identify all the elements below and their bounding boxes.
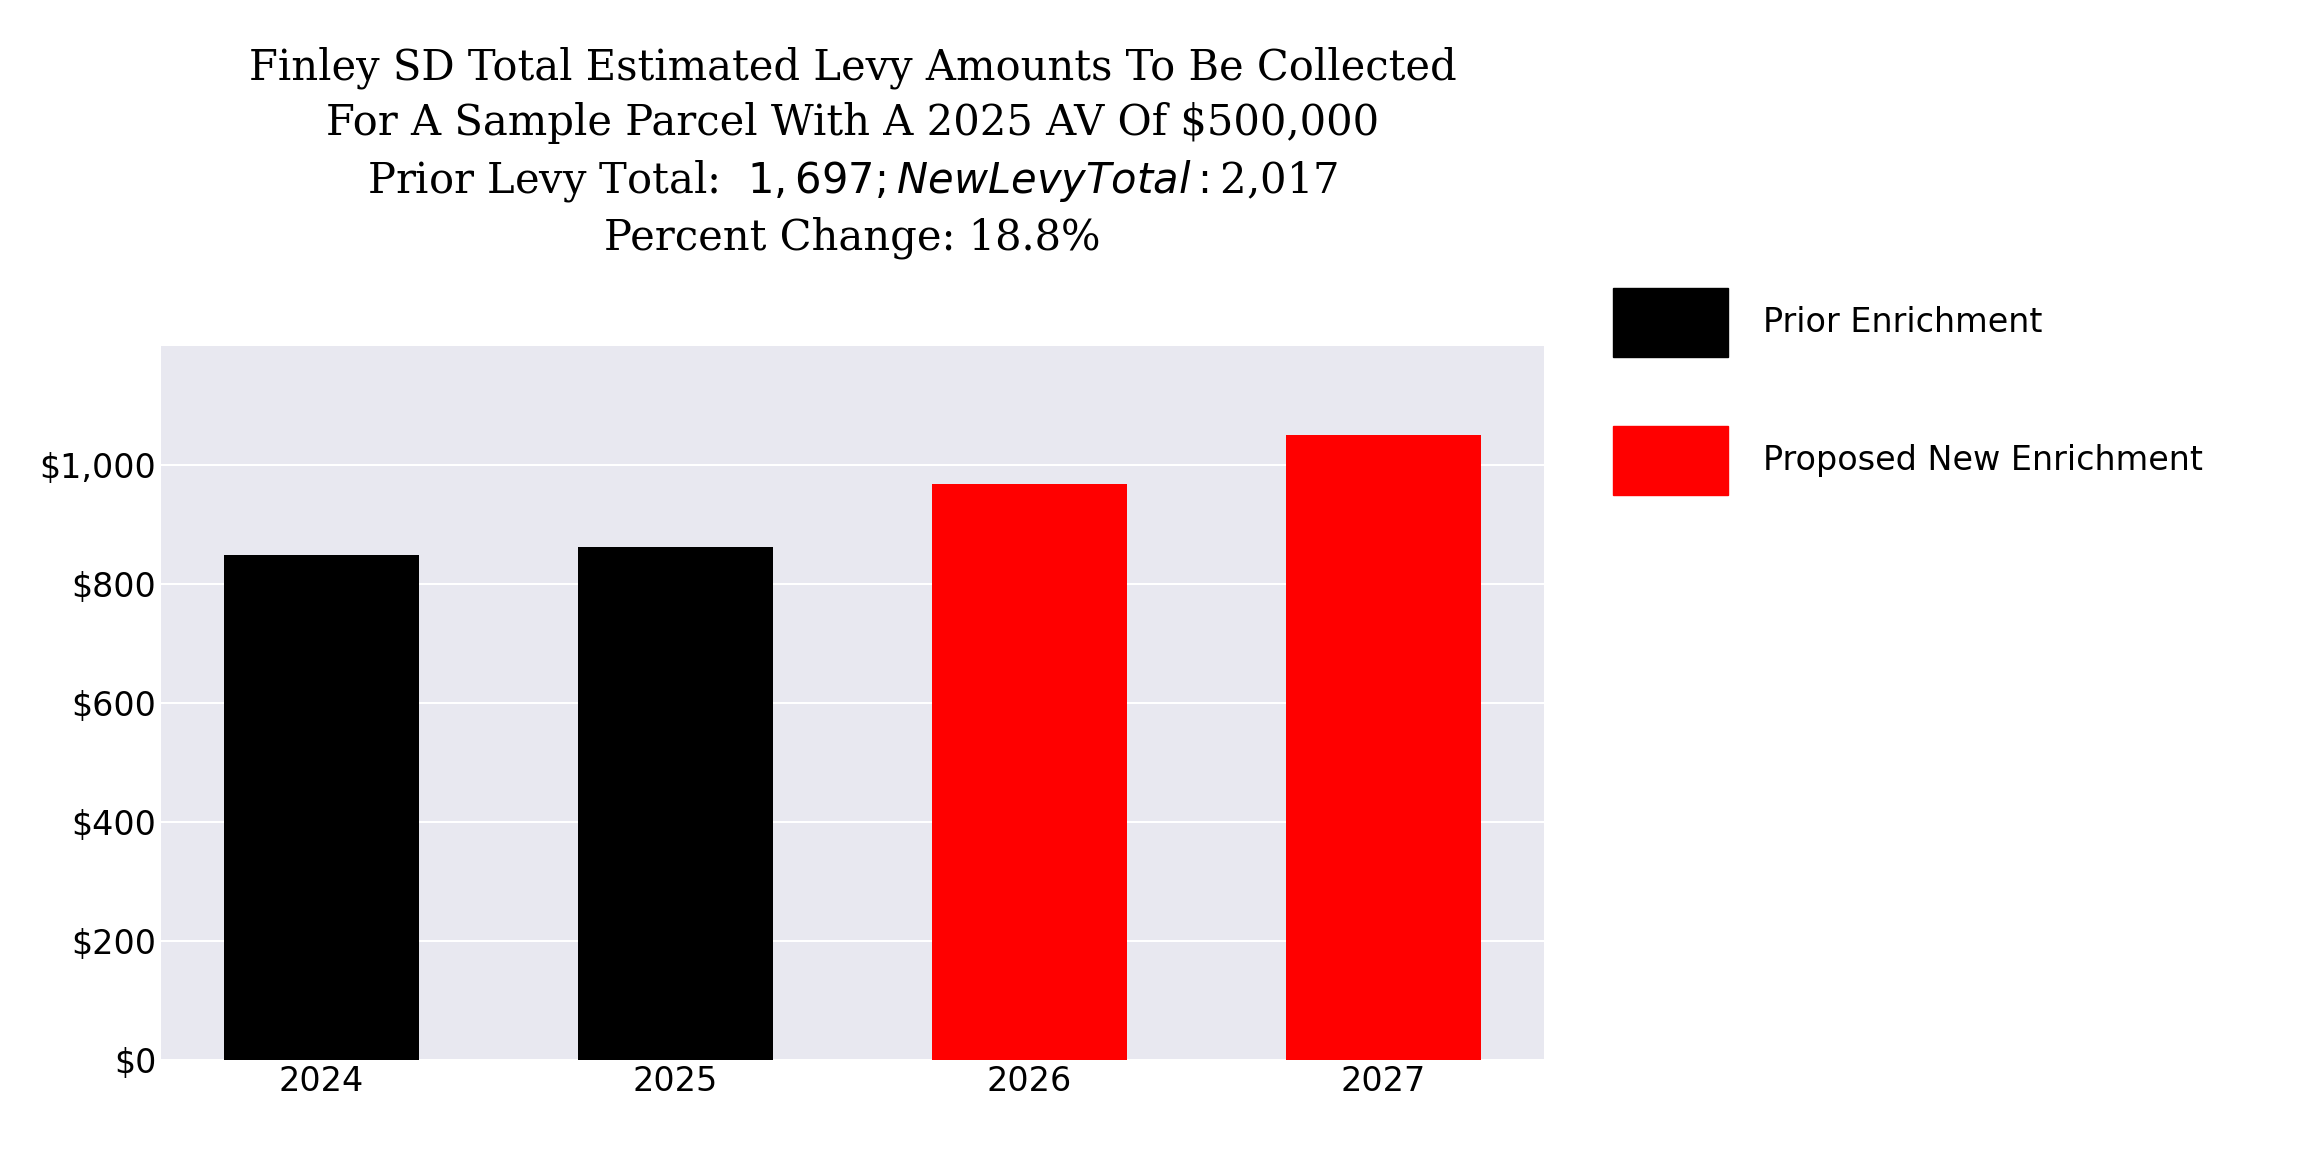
Text: Proposed New Enrichment: Proposed New Enrichment <box>1763 445 2203 477</box>
Bar <box>223 555 419 1060</box>
Text: Prior Enrichment: Prior Enrichment <box>1763 306 2041 339</box>
Text: Finley SD Total Estimated Levy Amounts To Be Collected
For A Sample Parcel With : Finley SD Total Estimated Levy Amounts T… <box>249 46 1456 259</box>
Bar <box>933 484 1127 1060</box>
Bar <box>578 547 772 1060</box>
Bar <box>1286 435 1481 1060</box>
